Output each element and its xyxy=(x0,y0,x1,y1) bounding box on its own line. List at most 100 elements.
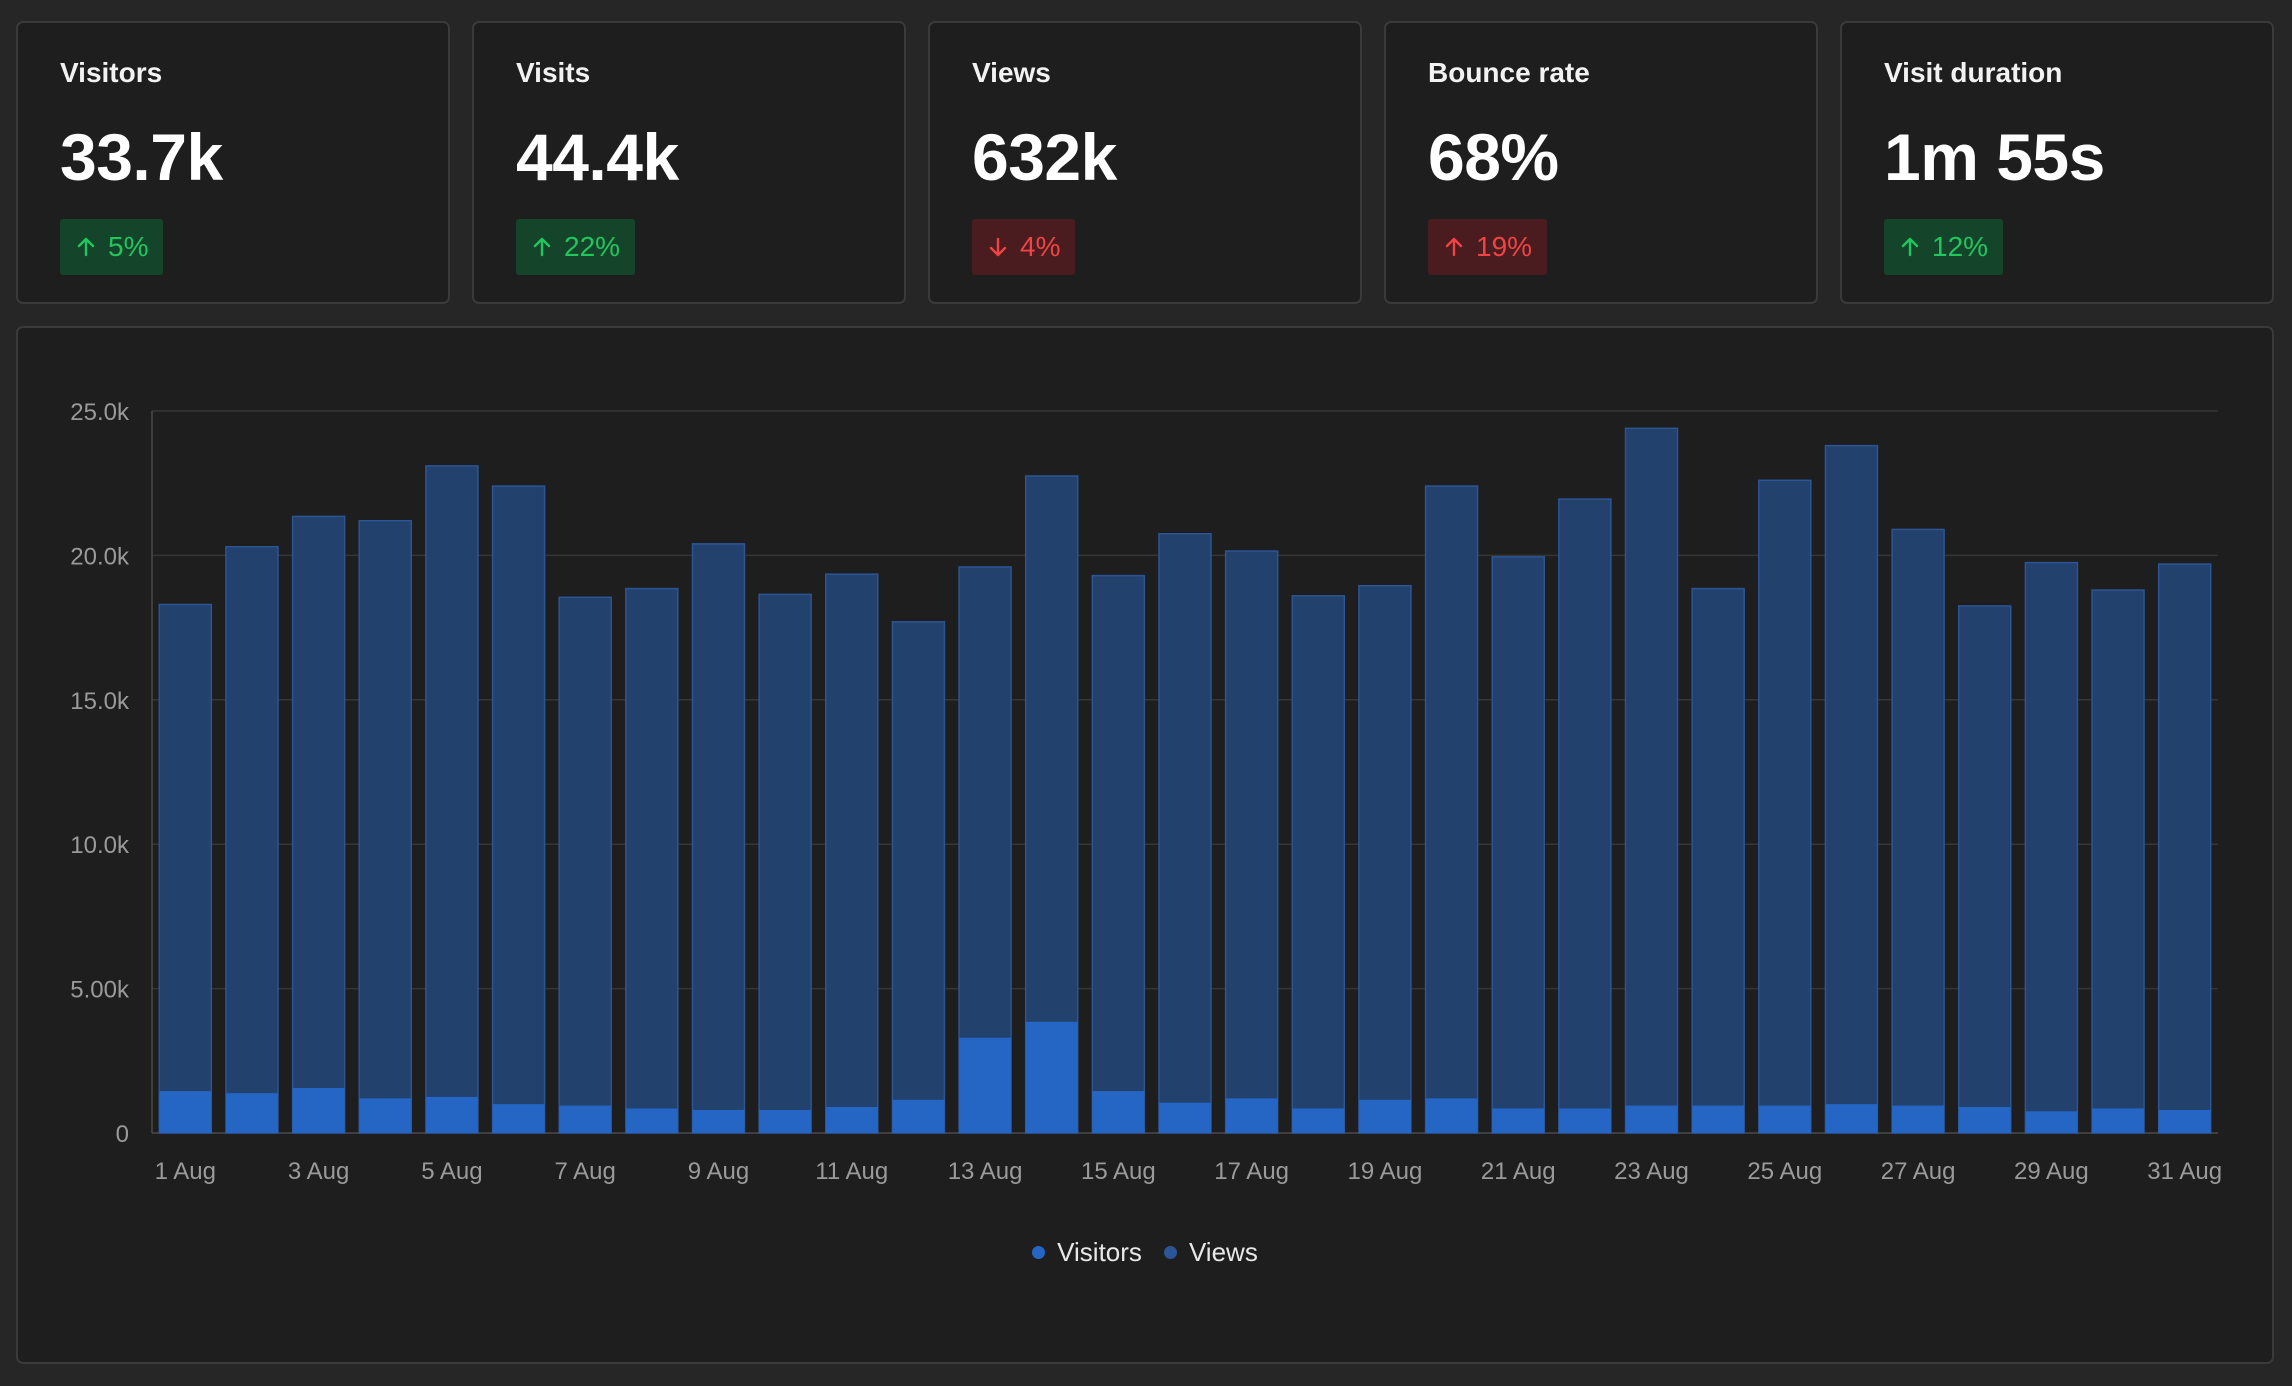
bar-visitors xyxy=(1892,1105,1945,1133)
metric-label: Bounce rate xyxy=(1428,57,1590,88)
metric-card-bounce-rate[interactable]: Bounce rate 68% 19% xyxy=(1384,21,1818,304)
bar-views xyxy=(358,519,413,1134)
x-tick-label: 25 Aug xyxy=(1747,1158,1822,1185)
bar-views xyxy=(1891,528,1945,1134)
metric-label: Visits xyxy=(516,57,591,88)
bar-views xyxy=(425,465,479,1134)
bar-views xyxy=(1758,479,1812,1134)
chart-card: 0 5.00k 10.0k 15.0k 20.0k 25.0k 1 Aug 3 Aug 5 Au… xyxy=(16,326,2274,1364)
bar-views xyxy=(1091,574,1146,1134)
bar-visitors xyxy=(1358,1099,1411,1133)
x-tick-label: 27 Aug xyxy=(1881,1158,1956,1185)
x-tick-label: 3 Aug xyxy=(288,1158,349,1185)
metric-change-badge: 22% xyxy=(516,219,636,275)
legend-item-views[interactable]: Views xyxy=(1163,1236,1258,1268)
metric-change-value: 4% xyxy=(1020,231,1061,262)
bar-visitors xyxy=(1958,1107,2011,1133)
bar-visitors xyxy=(1625,1105,1678,1133)
bar-visitors xyxy=(1692,1105,1745,1133)
bar-views xyxy=(491,485,546,1134)
x-tick-label: 21 Aug xyxy=(1481,1158,1556,1185)
metric-change-value: 19% xyxy=(1476,231,1533,262)
bar-views xyxy=(891,621,946,1134)
metric-value: 1m 55s xyxy=(1884,120,2105,194)
x-tick-label: 7 Aug xyxy=(554,1158,615,1185)
bar-views xyxy=(1358,584,1412,1134)
bar-visitors xyxy=(2158,1109,2211,1133)
legend-item-visitors[interactable]: Visitors xyxy=(1032,1237,1142,1268)
bar-views xyxy=(1558,498,1612,1134)
bar-views xyxy=(1491,556,1545,1134)
metric-change-badge: 5% xyxy=(60,219,164,275)
legend-label: Visitors xyxy=(1057,1236,1142,1267)
bar-visitors xyxy=(292,1087,345,1133)
chart-legend: Visitors Views xyxy=(18,1232,2272,1272)
metric-value: 68% xyxy=(1428,120,1559,194)
metric-label: Views xyxy=(972,57,1051,88)
metric-label: Visit duration xyxy=(1884,57,2063,88)
bar-views xyxy=(2157,563,2212,1134)
bar-visitors xyxy=(825,1107,878,1133)
x-tick-label: 15 Aug xyxy=(1081,1158,1156,1185)
bar-views xyxy=(1224,550,1279,1134)
metric-value: 44.4k xyxy=(516,120,679,194)
arrow-down-icon xyxy=(989,237,1007,257)
bar-visitors xyxy=(1225,1098,1278,1133)
bar-visitors xyxy=(1825,1104,1878,1133)
bar-visitors xyxy=(1492,1108,1545,1133)
bar-visitors xyxy=(359,1098,412,1133)
bar-visitors xyxy=(1425,1098,1478,1133)
metric-change-badge: 4% xyxy=(972,219,1076,275)
bar-visitors xyxy=(1758,1105,1811,1133)
metric-change-badge: 12% xyxy=(1884,219,2004,275)
x-tick-label: 29 Aug xyxy=(2014,1158,2089,1185)
bar-views xyxy=(1824,444,1879,1134)
bar-visitors xyxy=(159,1091,212,1133)
y-tick-label: 25.0k xyxy=(70,399,130,426)
x-tick-label: 17 Aug xyxy=(1214,1158,1289,1185)
metric-change-badge: 19% xyxy=(1428,219,1548,275)
metric-card-visit-duration[interactable]: Visit duration 1m 55s 12% xyxy=(1840,21,2274,304)
legend-dot-icon xyxy=(1032,1245,1046,1259)
bar-visitors xyxy=(759,1109,812,1133)
bar-visitors xyxy=(1292,1108,1345,1133)
bar-visitors xyxy=(625,1108,678,1133)
bar-views xyxy=(691,543,746,1134)
y-tick-label: 15.0k xyxy=(70,688,130,715)
metric-card-visitors[interactable]: Visitors 33.7k 5% xyxy=(16,21,450,304)
bar-views xyxy=(1291,595,1346,1134)
metric-card-visits[interactable]: Visits 44.4k 22% xyxy=(472,21,906,304)
legend-dot-icon xyxy=(1163,1245,1177,1259)
x-tick-label: 19 Aug xyxy=(1348,1158,1423,1185)
metric-change-value: 22% xyxy=(564,231,621,262)
metric-card-views[interactable]: Views 632k 4% xyxy=(928,21,1362,304)
x-tick-label: 23 Aug xyxy=(1614,1158,1689,1185)
arrow-up-icon xyxy=(77,237,95,257)
legend-label: Views xyxy=(1188,1236,1258,1267)
metric-value: 632k xyxy=(972,120,1117,194)
bar-views xyxy=(825,573,879,1134)
bar-visitors xyxy=(1159,1102,1211,1133)
bar-views xyxy=(291,515,346,1134)
x-tick-label: 5 Aug xyxy=(421,1158,482,1185)
bar-views xyxy=(2091,589,2145,1134)
x-tick-label: 9 Aug xyxy=(688,1158,749,1185)
bar-visitors xyxy=(2025,1111,2078,1133)
bar-visitors xyxy=(492,1104,545,1133)
y-tick-label: 0 xyxy=(116,1121,129,1148)
y-tick-label: 5.00k xyxy=(70,977,130,1004)
bar-views xyxy=(2024,561,2079,1134)
metric-change-value: 12% xyxy=(1932,231,1989,262)
bar-visitors xyxy=(2092,1108,2145,1133)
arrow-up-icon xyxy=(533,237,551,257)
x-tick-label: 11 Aug xyxy=(815,1158,888,1185)
metric-label: Visitors xyxy=(60,57,163,88)
bar-views xyxy=(1624,427,1679,1134)
bar-views xyxy=(1158,532,1212,1134)
bar-visitors xyxy=(892,1099,945,1133)
metric-value: 33.7k xyxy=(60,120,223,194)
metric-change-value: 5% xyxy=(108,231,149,262)
bar-visitors xyxy=(1558,1108,1611,1133)
arrow-up-icon xyxy=(1901,237,1919,257)
